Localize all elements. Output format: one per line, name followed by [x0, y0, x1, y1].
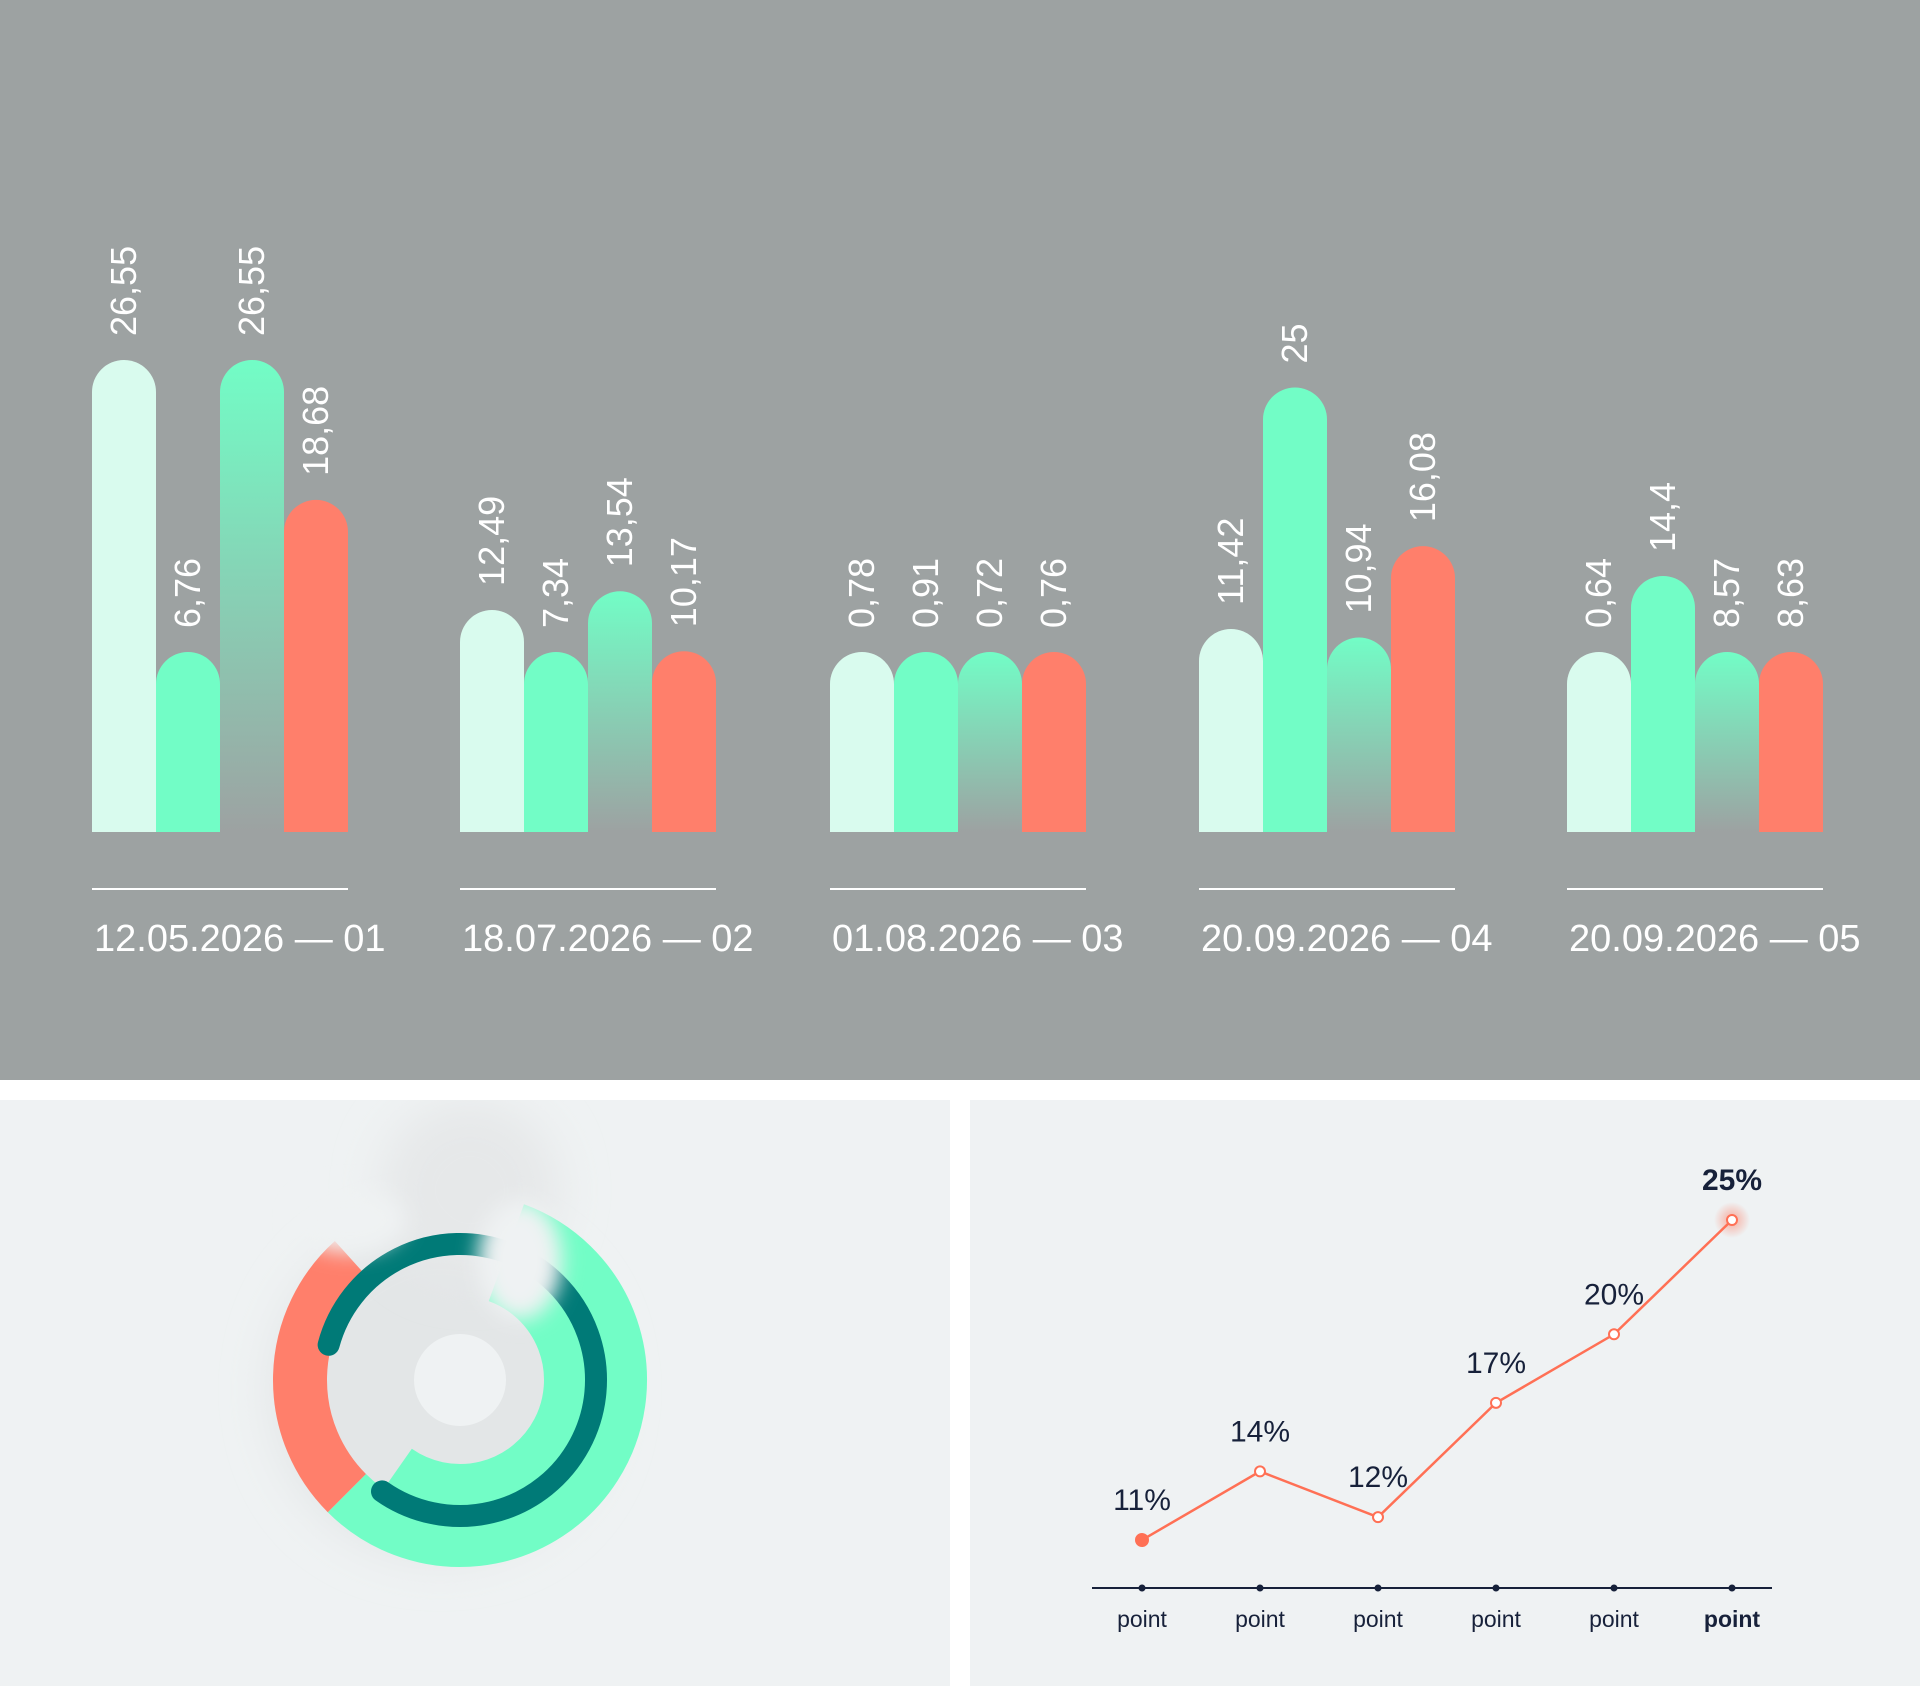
- line-chart: 11% point 14% point 12% point 17% point 20% point…: [1092, 1164, 1772, 1632]
- data-point: [1135, 1533, 1149, 1547]
- bar: [156, 652, 220, 832]
- x-tick: [1492, 1584, 1500, 1592]
- bar-value-label: 14,4: [1642, 482, 1683, 552]
- bar: [1327, 637, 1391, 832]
- bar-value-label: 7,34: [535, 558, 576, 628]
- x-tick-label: point: [1704, 1606, 1761, 1632]
- bar-group: 0,78 0,91 0,72 0,76 01.08.2026 — 03: [830, 558, 1124, 960]
- bar: [830, 652, 894, 832]
- bar: [1199, 628, 1263, 832]
- x-tick-label: point: [1589, 1606, 1639, 1632]
- bar: [284, 499, 348, 832]
- bar-value-label: 6,76: [167, 558, 208, 628]
- data-point: [1608, 1328, 1620, 1341]
- bar: [652, 651, 716, 832]
- bar-value-label: 10,17: [663, 537, 704, 627]
- bar-value-label: 0,78: [841, 558, 882, 628]
- donut-chart: [270, 1100, 647, 1567]
- donut-segment: [317, 1233, 607, 1527]
- data-point: [1254, 1465, 1266, 1478]
- bar-group: 12,49 7,34 13,54 10,17 18.07.2026 — 02: [460, 477, 754, 960]
- bar: [460, 609, 524, 832]
- bar-value-label: 0,64: [1578, 558, 1619, 628]
- bar: [1263, 387, 1327, 832]
- data-label: 14%: [1230, 1415, 1290, 1448]
- data-label: 25%: [1702, 1164, 1762, 1197]
- data-point: [1726, 1214, 1738, 1226]
- bar: [1391, 546, 1455, 832]
- bar: [1022, 652, 1086, 832]
- data-label: 17%: [1466, 1347, 1526, 1380]
- x-tick-label: point: [1235, 1606, 1285, 1632]
- data-label: 12%: [1348, 1461, 1408, 1494]
- bar-value-label: 12,49: [471, 496, 512, 586]
- x-tick: [1610, 1584, 1618, 1592]
- x-tick-label: point: [1353, 1606, 1403, 1632]
- bar: [1695, 652, 1759, 832]
- donut-fade: [478, 1200, 562, 1320]
- grouped-bar-chart-panel: 26,55 6,76 26,55 18,68 12.05.2026 — 01 12,49 7…: [0, 0, 1920, 1080]
- bar-value-label: 8,57: [1706, 558, 1747, 628]
- bar: [958, 652, 1022, 832]
- bar: [588, 591, 652, 832]
- data-label: 11%: [1113, 1484, 1171, 1517]
- x-tick: [1728, 1584, 1736, 1592]
- bar-group: 11,42 25 10,94 16,08 20.09.2026 — 04: [1199, 324, 1493, 960]
- group-label: 20.09.2026 — 05: [1569, 918, 1861, 960]
- bar-value-label: 0,76: [1033, 558, 1074, 628]
- bar-value-label: 26,55: [231, 246, 272, 336]
- bar-value-label: 10,94: [1338, 523, 1379, 613]
- bar: [220, 360, 284, 832]
- data-label: 20%: [1584, 1278, 1644, 1311]
- bar-value-label: 16,08: [1402, 432, 1443, 522]
- bar-value-label: 0,91: [905, 558, 946, 628]
- bar-value-label: 26,55: [103, 246, 144, 336]
- bar: [92, 360, 156, 832]
- line-chart-panel: 11% point 14% point 12% point 17% point 20% point…: [970, 1100, 1920, 1686]
- bar: [1759, 652, 1823, 832]
- data-point: [1372, 1511, 1384, 1524]
- bar-value-label: 8,63: [1770, 558, 1811, 628]
- group-label: 01.08.2026 — 03: [832, 918, 1124, 960]
- series-line: [1141, 1219, 1733, 1542]
- bar-value-label: 25: [1274, 324, 1315, 364]
- bar-group: 0,64 14,4 8,57 8,63 20.09.2026 — 05: [1567, 482, 1861, 960]
- group-label: 20.09.2026 — 04: [1201, 918, 1493, 960]
- donut-segment: [327, 1204, 647, 1567]
- bar: [1631, 576, 1695, 832]
- bar: [1567, 652, 1631, 832]
- bar: [894, 652, 958, 832]
- x-tick: [1256, 1584, 1264, 1592]
- group-label: 12.05.2026 — 01: [94, 918, 386, 960]
- bar-value-label: 18,68: [295, 386, 336, 476]
- data-point: [1490, 1396, 1502, 1409]
- x-tick-label: point: [1117, 1606, 1167, 1632]
- x-tick-label: point: [1471, 1606, 1521, 1632]
- bar-value-label: 13,54: [599, 477, 640, 567]
- grouped-bar-chart: 26,55 6,76 26,55 18,68 12.05.2026 — 01 12,49 7…: [92, 246, 1861, 960]
- bar: [524, 652, 588, 832]
- donut-fade: [295, 1188, 405, 1252]
- donut-segment: [273, 1241, 372, 1513]
- x-tick: [1374, 1584, 1382, 1592]
- bar-group: 26,55 6,76 26,55 18,68 12.05.2026 — 01: [92, 246, 386, 960]
- donut-hole: [414, 1334, 506, 1426]
- bar-value-label: 11,42: [1210, 518, 1251, 605]
- x-tick: [1138, 1584, 1146, 1592]
- group-label: 18.07.2026 — 02: [462, 918, 754, 960]
- bar-value-label: 0,72: [969, 558, 1010, 628]
- donut-chart-panel: [0, 1100, 950, 1686]
